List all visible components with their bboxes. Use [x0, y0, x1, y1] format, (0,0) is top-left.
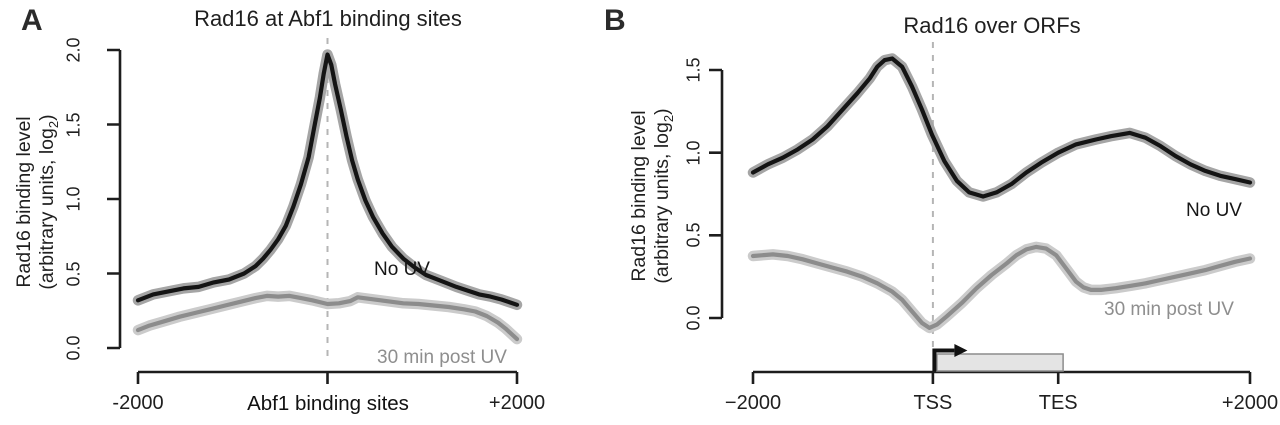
30-min-post-uv-curve-a: [135, 293, 520, 342]
y-tick-label-b-0.5: 0.5: [683, 222, 704, 248]
y-tick-label-b-1.5: 1.5: [683, 57, 704, 83]
y-tick-label-b-1.0: 1.0: [683, 140, 704, 166]
x-tick-label-b-+2000: +2000: [1221, 392, 1279, 414]
x-tick-label-b-TES: TES: [1038, 392, 1078, 414]
x-axis-b: [751, 370, 1252, 384]
y-tick-label-a-0.0: 0.0: [63, 335, 84, 361]
gene-orf-box: [936, 353, 1064, 372]
y-tick-label-a-1.5: 1.5: [63, 111, 84, 138]
x-tick-label-a--2000: -2000: [112, 392, 164, 414]
panel-a-y-axis-label: Rad16 binding level (arbitrary units, lo…: [13, 114, 61, 290]
panel-a-30min-post-uv-label: 30 min post UV: [377, 347, 507, 368]
panel-a-title: Rad16 at Abf1 binding sites: [194, 6, 462, 31]
no-uv-curve-b: [750, 56, 1253, 199]
tss-arrowhead-icon: [954, 344, 968, 357]
panel-a-letter: A: [21, 4, 43, 37]
panel-b-letter: B: [604, 4, 626, 37]
30-min-post-uv-curve-b: [750, 244, 1253, 330]
x-tick-label-b-−2000: −2000: [724, 392, 782, 414]
panel-a-x-axis-label: Abf1 binding sites: [247, 392, 409, 415]
y-tick-label-b-0.0: 0.0: [683, 305, 704, 331]
x-axis-a: [136, 370, 519, 384]
x-tick-label-a-+2000: +2000: [488, 392, 546, 414]
panel-b-30min-post-uv-label: 30 min post UV: [1104, 299, 1234, 320]
panel-b-y-axis-label: Rad16 binding level (arbitrary units, lo…: [628, 108, 676, 284]
y-tick-label-a-0.5: 0.5: [63, 260, 84, 287]
no-uv-curve-a: [135, 52, 520, 307]
tss-arrow: [932, 348, 955, 371]
y-axis-b: [709, 68, 724, 320]
panel-b-no-uv-label: No UV: [1186, 200, 1242, 221]
y-tick-label-a-1.0: 1.0: [63, 186, 84, 212]
y-axis-a: [107, 48, 122, 350]
y-tick-label-a-2.0: 2.0: [63, 37, 84, 63]
x-tick-label-b-TSS: TSS: [913, 392, 953, 414]
panel-a-no-uv-label: No UV: [374, 259, 430, 280]
panel-b-title: Rad16 over ORFs: [903, 13, 1081, 38]
